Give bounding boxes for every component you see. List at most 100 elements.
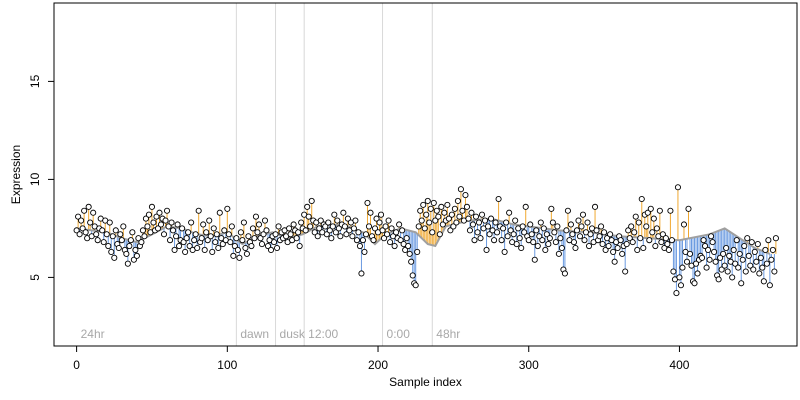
data-point [370,237,377,244]
data-point [120,223,127,230]
data-point [478,211,486,218]
data-point [290,221,297,228]
data-point [763,260,770,267]
data-point [656,207,663,214]
data-point [563,227,570,234]
data-point [486,231,493,238]
data-point [643,223,650,230]
data-point [459,207,466,214]
data-point [103,231,110,238]
data-point [454,197,461,205]
data-point [376,219,383,226]
data-point [572,244,579,252]
data-point [106,219,113,226]
data-point [248,242,255,250]
data-point [139,227,146,234]
data-point [712,258,719,265]
data-point [702,242,709,250]
x-tick-label: 0 [73,358,80,372]
data-point [322,223,329,230]
data-point [474,229,481,236]
data-point [305,213,312,220]
data-point [519,223,526,230]
data-point [736,250,743,257]
data-point [495,195,502,203]
data-point [463,203,470,210]
data-point [168,219,175,226]
data-point [203,229,210,236]
data-point [748,239,755,246]
data-point [364,199,371,206]
data-point [729,274,736,281]
data-point [130,256,137,263]
data-point [148,203,156,210]
data-point [82,229,89,236]
data-point [420,201,427,208]
data-point [170,227,177,234]
data-point [213,231,220,238]
data-point [507,227,514,234]
data-point [522,203,529,210]
data-point [388,225,395,232]
y-axis-title: Expression [9,145,23,204]
data-point [237,229,244,236]
data-point [316,225,323,232]
data-point [239,237,246,244]
data-point [317,217,324,224]
data-point [709,239,716,246]
data-point [715,276,722,283]
data-point [733,237,740,244]
data-point [105,242,112,250]
data-point [477,235,484,242]
group-label: dusk [280,327,306,341]
data-point [683,258,691,265]
data-point [251,235,258,242]
data-point [587,231,594,238]
data-point [555,250,562,257]
data-point [433,207,440,214]
data-point [337,233,344,240]
data-point [174,221,181,228]
data-point [579,211,587,218]
data-point [491,237,498,244]
data-point [468,209,475,216]
group-label: 48hr [436,327,460,341]
data-point [129,229,136,236]
data-point [224,205,231,212]
data-point [622,268,629,275]
data-point [564,207,571,214]
data-point [191,237,198,244]
group-separators [235,3,433,346]
data-point [176,242,183,250]
data-point [598,223,605,230]
data-point [628,223,635,230]
data-point [576,233,584,240]
data-point [447,227,454,234]
data-point [141,233,148,240]
data-point [367,209,374,216]
data-point [481,217,489,224]
data-point [73,227,80,234]
group-label: 0:00 [387,327,411,341]
data-point [231,242,238,250]
data-point [249,225,256,232]
data-point [484,223,492,230]
data-point [355,229,362,236]
data-point [573,227,581,234]
data-point [144,223,151,230]
data-point [361,248,368,255]
data-point [204,237,211,244]
data-point [552,239,559,246]
data-point [531,256,538,263]
data-point [537,219,544,226]
data-point [533,227,540,234]
data-point [112,227,119,234]
data-point [500,225,507,232]
data-point [548,205,555,212]
data-point [650,215,657,222]
data-point [100,239,107,246]
data-point [546,235,553,242]
data-point [638,195,645,203]
data-point [706,256,713,263]
data-point [465,215,472,222]
